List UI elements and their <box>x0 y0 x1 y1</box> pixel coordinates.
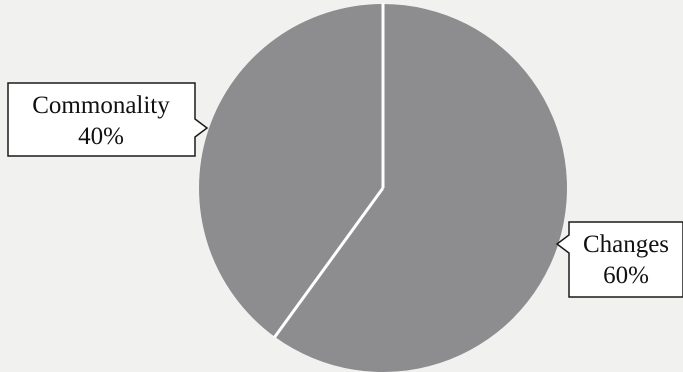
slice-label-commonality: Commonality <box>32 92 170 119</box>
slice-value-changes: 60% <box>603 262 649 289</box>
slice-value-commonality: 40% <box>78 123 124 150</box>
slice-separator <box>273 187 385 339</box>
callout-commonality: Commonality 40% <box>7 82 209 157</box>
pie-slice-commonality <box>199 4 383 337</box>
pie-slice-changes <box>274 4 568 372</box>
slice-callouts: Changes 60% Commonality 40% <box>7 82 683 298</box>
slice-label-changes: Changes <box>583 231 669 258</box>
callout-box-changes <box>555 221 683 298</box>
callout-box-commonality <box>7 82 209 157</box>
callout-changes: Changes 60% <box>555 221 683 298</box>
slice-separators <box>273 3 385 339</box>
pie-slices <box>199 4 568 372</box>
